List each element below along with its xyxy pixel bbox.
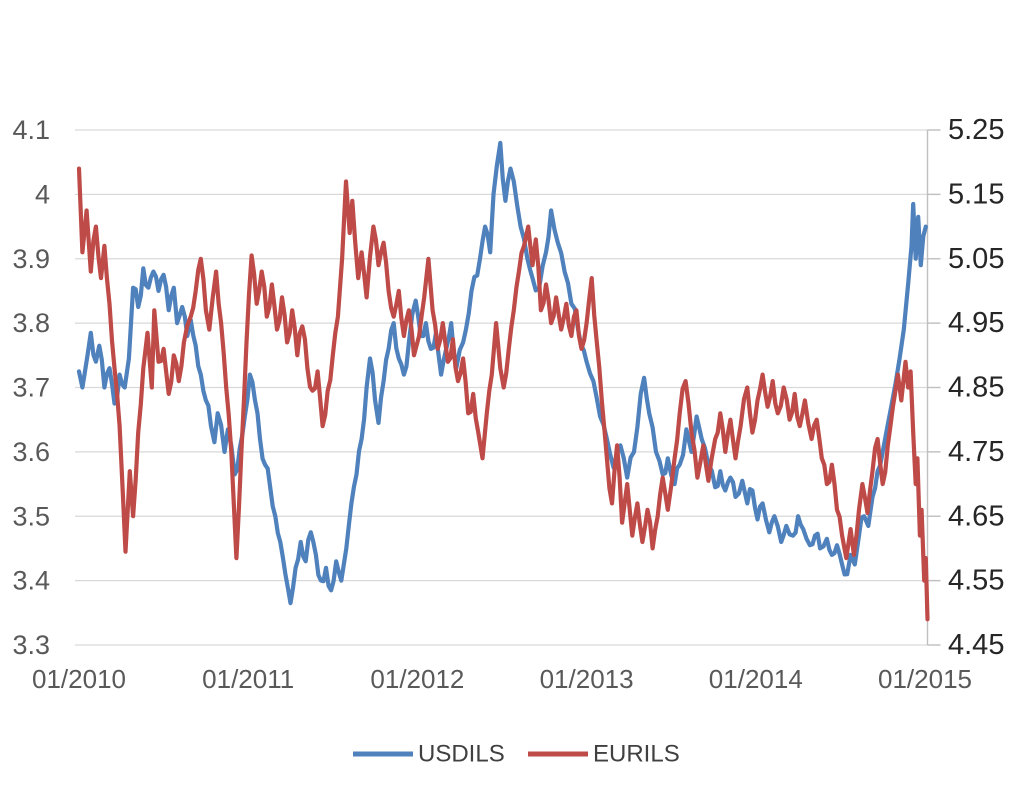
x-axis-tick-label: 01/2010 [32, 664, 126, 694]
y-left-tick-label: 3.5 [12, 501, 50, 531]
y-left-tick-label: 3.7 [12, 373, 50, 403]
y-left-tick-label: 3.6 [12, 437, 50, 467]
y-right-tick-label: 5.25 [948, 114, 1004, 146]
y-left-tick-label: 3.3 [12, 630, 50, 660]
series-lines-group [76, 140, 930, 622]
y-left-tick-label: 3.9 [12, 244, 50, 274]
y-left-tick-label: 3.8 [12, 308, 50, 338]
y-right-tick-label: 4.65 [948, 500, 1004, 532]
y-right-tick-label: 4.55 [948, 565, 1004, 597]
y-left-tick-label: 4.1 [12, 115, 50, 145]
y-right-tick-label: 4.85 [948, 372, 1004, 404]
usdils-line [76, 140, 928, 606]
x-axis-tick-label: 01/2014 [709, 664, 803, 694]
tick-labels-group: 4.1 4 3.9 3.8 3.7 3.6 3.5 3.4 3.3 5.25 5.15 5.05 4.9… [12, 114, 1004, 694]
gridlines-group [75, 129, 928, 646]
y-left-tick-label: 4 [35, 179, 50, 209]
x-axis-tick-label: 01/2011 [202, 664, 294, 694]
y-right-tick-label: 4.45 [948, 629, 1004, 661]
y-right-tick-label: 4.95 [948, 307, 1004, 339]
x-axis-tick-label: 01/2012 [370, 664, 464, 694]
y-right-tick-label: 4.75 [948, 436, 1004, 468]
right-axis-group [926, 129, 941, 646]
x-axis-tick-label: 01/2013 [540, 664, 634, 694]
y-left-tick-label: 3.4 [12, 566, 50, 596]
usdils-legend-label: USDILS [418, 741, 505, 768]
eurils-legend-label: EURILS [593, 741, 680, 768]
y-right-tick-label: 5.05 [948, 243, 1004, 275]
eurils-line [76, 166, 930, 622]
y-right-tick-label: 5.15 [948, 178, 1004, 210]
chart-legend: USDILS EURILS [353, 741, 680, 768]
x-axis-tick-label: 01/2015 [878, 664, 972, 694]
